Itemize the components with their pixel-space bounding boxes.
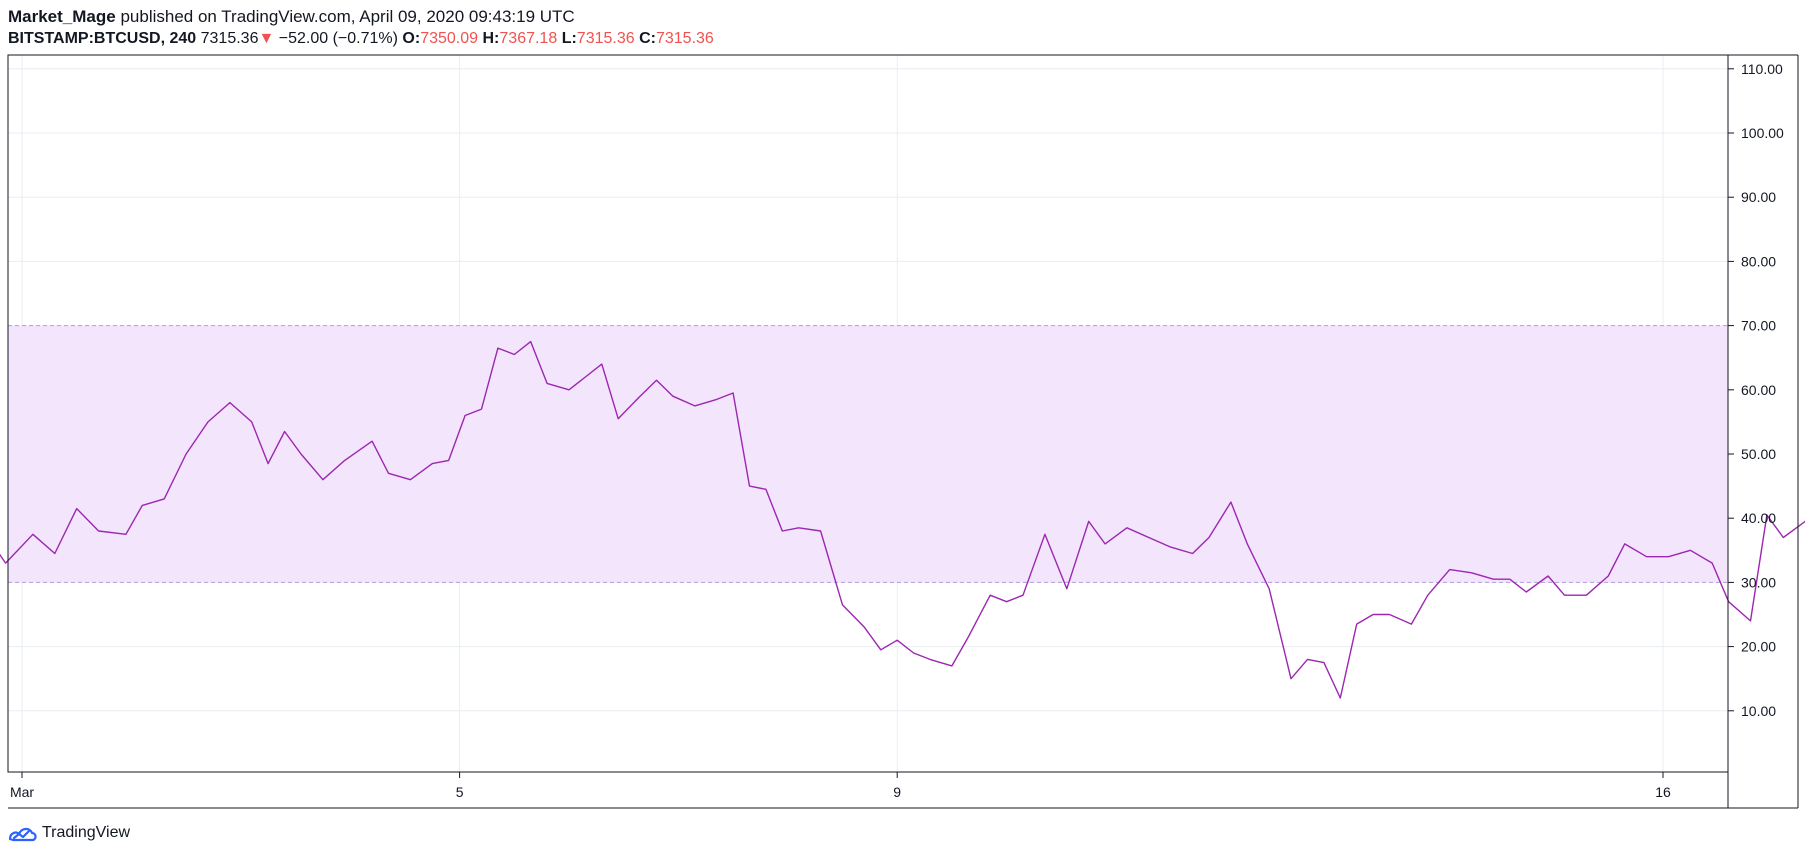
author-name[interactable]: Market_Mage [8,7,116,26]
last-price: 7315.36 [200,30,259,47]
price-tick-label: 110.00 [1741,61,1783,77]
down-arrow-icon: ▼ [258,30,275,47]
price-tick-label: 70.00 [1741,318,1776,334]
time-tick-label: 16 [1655,784,1671,800]
open-label: O: [402,30,421,47]
close-label: C: [639,30,656,47]
price-tick-label: 20.00 [1741,639,1776,655]
price-tick-label: 100.00 [1741,125,1784,141]
price-tick-label: 90.00 [1741,189,1776,205]
tradingview-logo-icon [8,827,37,842]
range-band [8,325,1728,583]
published-text: published on TradingView.com, April 09, … [120,7,575,26]
price-tick-label: 50.00 [1741,446,1776,462]
time-tick-label: 9 [893,784,901,800]
time-axis[interactable]: Mar59162327Apr6132027May [10,772,1805,800]
price-tick-label: 30.00 [1741,574,1776,590]
price-tick-label: 80.00 [1741,253,1776,269]
chart-header: Market_Mage published on TradingView.com… [8,6,1788,50]
low-label: L: [561,30,577,47]
time-tick-label: 5 [456,784,464,800]
high-label: H: [482,30,500,47]
ohlc-line: BITSTAMP:BTCUSD, 240 7315.36▼ −52.00 (−0… [8,28,1788,50]
low-value: 7315.36 [576,30,635,47]
price-tick-label: 40.00 [1741,510,1776,526]
price-axis[interactable]: 10.00 20.00 30.00 40.00 50.00 60.00 70.00 80.00… [1728,61,1784,719]
price-tick-label: 10.00 [1741,703,1776,719]
publish-line: Market_Mage published on TradingView.com… [8,6,1788,28]
symbol-label: BITSTAMP:BTCUSD, 240 [8,30,197,47]
time-tick-label: Mar [10,784,34,800]
high-value: 7367.18 [499,30,558,47]
footer-brand[interactable]: TradingView [8,820,130,846]
price-series[interactable] [0,281,1805,699]
price-tick-label: 60.00 [1741,382,1776,398]
open-value: 7350.09 [420,30,479,47]
close-value: 7315.36 [655,30,714,47]
band-fill [8,325,1728,583]
series-line[interactable] [0,281,1805,699]
footer-brand-label: TradingView [42,824,131,841]
price-change: −52.00 (−0.71%) [278,30,398,47]
